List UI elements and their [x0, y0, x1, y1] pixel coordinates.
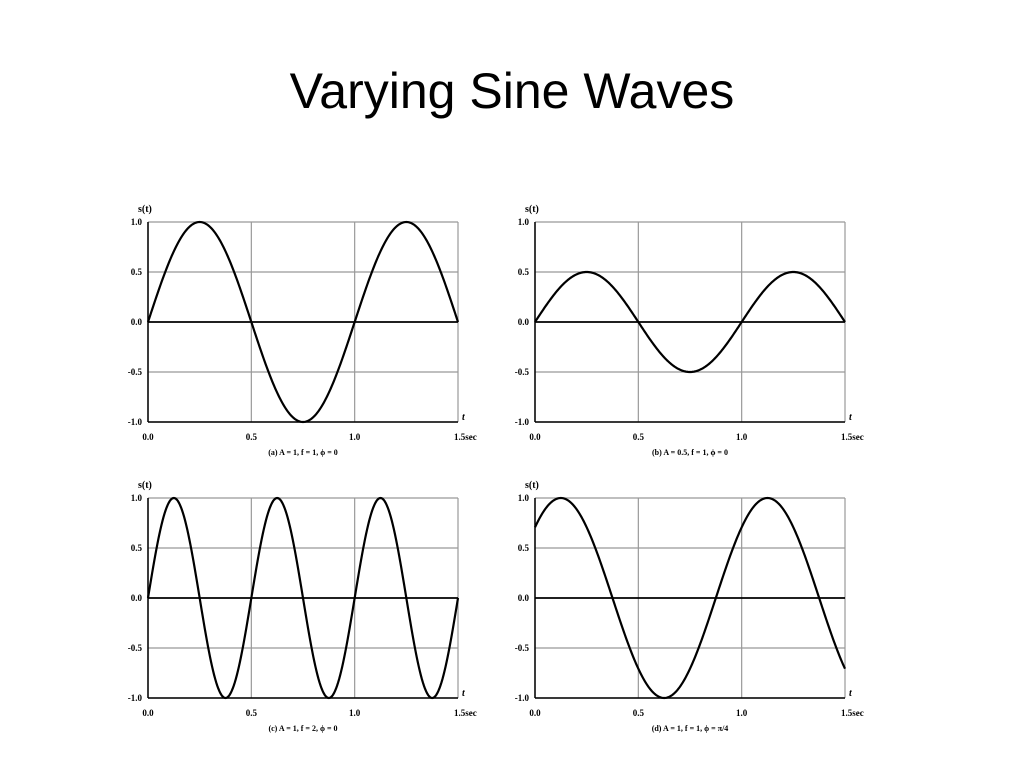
y-tick-label: 1.0 — [518, 493, 530, 503]
x-axis-label: t — [849, 412, 853, 423]
sine-curve — [146, 220, 460, 424]
y-tick-label: 0.5 — [131, 543, 143, 553]
chart-panel-4: 1.0 0.5 0.0 -0.5 -1.0 0.0 0.5 1.0 1.5sec s(t) t (d)… — [515, 480, 864, 733]
y-axis-label: s(t) — [525, 480, 539, 491]
x-tick-label: 0.5 — [246, 432, 258, 442]
x-tick-label: 0.0 — [142, 432, 154, 442]
x-tick-label: 1.5sec — [841, 708, 864, 718]
y-axis-label: s(t) — [525, 204, 539, 215]
y-tick-label: -1.0 — [128, 417, 143, 427]
x-tick-label: 0.5 — [633, 432, 645, 442]
y-tick-label: 1.0 — [518, 217, 530, 227]
x-tick-label: 1.0 — [349, 708, 361, 718]
chart-panel-1: 1.0 0.5 0.0 -0.5 -1.0 0.0 0.5 1.0 1.5sec s(t) t (a)… — [128, 204, 477, 457]
y-tick-label: -1.0 — [515, 417, 530, 427]
chart-caption: (c) A = 1, f = 2, ϕ = 0 — [268, 724, 337, 733]
x-tick-label: 0.0 — [529, 708, 541, 718]
y-tick-label: 0.0 — [131, 593, 143, 603]
x-tick-label: 0.5 — [246, 708, 258, 718]
x-axis-label: t — [849, 688, 853, 699]
x-tick-label: 1.5sec — [454, 708, 477, 718]
y-tick-label: -0.5 — [515, 367, 530, 377]
y-tick-label: 0.5 — [518, 267, 530, 277]
x-tick-label: 1.5sec — [454, 432, 477, 442]
y-tick-label: 0.5 — [131, 267, 143, 277]
y-tick-label: 1.0 — [131, 217, 143, 227]
y-tick-label: -1.0 — [515, 693, 530, 703]
sine-curve — [534, 496, 847, 700]
x-tick-label: 0.0 — [142, 708, 154, 718]
chart-panel-2: 1.0 0.5 0.0 -0.5 -1.0 0.0 0.5 1.0 1.5sec s(t) t (b)… — [515, 204, 864, 457]
x-tick-label: 1.5sec — [841, 432, 864, 442]
sine-curve — [146, 496, 460, 700]
x-tick-label: 1.0 — [349, 432, 361, 442]
y-tick-label: 1.0 — [131, 493, 143, 503]
y-tick-label: 0.0 — [131, 317, 143, 327]
x-tick-label: 0.0 — [529, 432, 541, 442]
y-axis-label: s(t) — [138, 204, 152, 215]
x-tick-label: 0.5 — [633, 708, 645, 718]
sine-curve — [534, 270, 846, 374]
chart-caption: (b) A = 0.5, f = 1, ϕ = 0 — [652, 448, 728, 457]
x-tick-label: 1.0 — [736, 432, 748, 442]
y-tick-label: -0.5 — [128, 643, 143, 653]
y-tick-label: 0.0 — [518, 593, 530, 603]
x-axis-label: t — [462, 688, 466, 699]
y-tick-label: -0.5 — [515, 643, 530, 653]
x-axis-label: t — [462, 412, 466, 423]
y-axis-label: s(t) — [138, 480, 152, 491]
y-tick-label: 0.5 — [518, 543, 530, 553]
chart-caption: (a) A = 1, f = 1, ϕ = 0 — [268, 448, 338, 457]
chart-panel-3: 1.0 0.5 0.0 -0.5 -1.0 0.0 0.5 1.0 1.5sec s(t) t (c)… — [128, 480, 477, 733]
y-tick-label: 0.0 — [518, 317, 530, 327]
y-tick-label: -0.5 — [128, 367, 143, 377]
y-tick-label: -1.0 — [128, 693, 143, 703]
x-tick-label: 1.0 — [736, 708, 748, 718]
chart-caption: (d) A = 1, f = 1, ϕ = π/4 — [652, 724, 729, 733]
slide-title: Varying Sine Waves — [289, 63, 735, 119]
